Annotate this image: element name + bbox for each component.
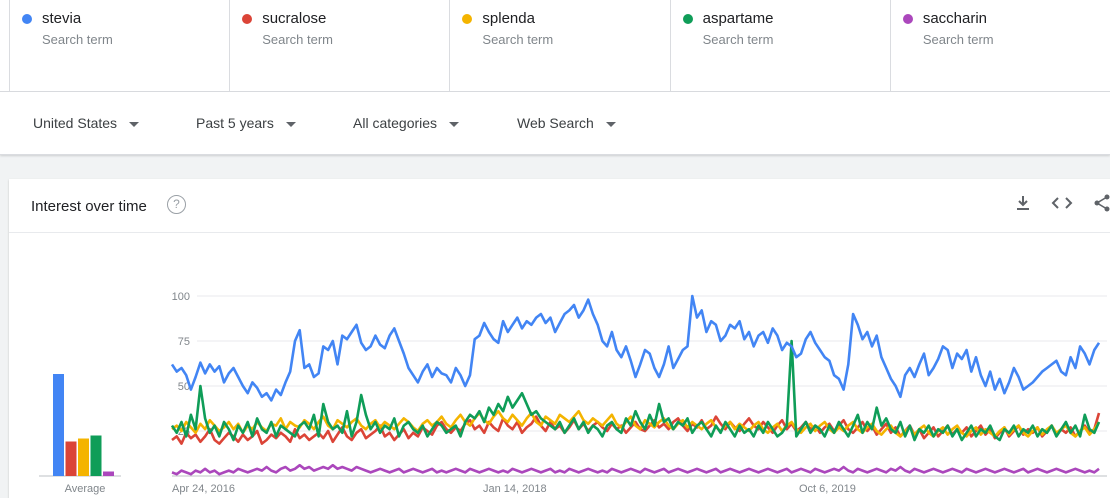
term-color-dot: [902, 14, 913, 24]
interest-over-time-card: Interest over time ? Average 25 50 75 100 A…: [9, 179, 1110, 498]
term-card-stevia[interactable]: stevia Search term: [9, 0, 229, 92]
search-type-label: Web Search: [517, 115, 594, 131]
dropdown-caret-icon: [285, 121, 296, 127]
region-label: United States: [33, 115, 118, 131]
term-color-dot: [682, 14, 693, 24]
card-title: Interest over time: [31, 198, 147, 215]
term-color-dot: [242, 14, 253, 24]
term-name: saccharin: [922, 10, 988, 27]
share-icon[interactable]: [1093, 194, 1110, 217]
term-name: splenda: [482, 10, 535, 27]
term-name: stevia: [42, 10, 82, 27]
x-axis-labels: Apr 24, 2016 Jan 14, 2018 Oct 6, 2019: [172, 483, 856, 495]
term-card-saccharin[interactable]: saccharin Search term: [889, 0, 1110, 92]
term-card-sucralose[interactable]: sucralose Search term: [229, 0, 449, 92]
dropdown-caret-icon: [129, 121, 140, 127]
dropdown-caret-icon: [449, 121, 460, 127]
term-name: aspartame: [702, 10, 774, 27]
term-color-dot: [22, 14, 32, 24]
category-dropdown[interactable]: All categories: [353, 115, 460, 131]
average-bar-saccharin[interactable]: [103, 471, 114, 477]
chart-lines: [170, 294, 1101, 476]
region-dropdown[interactable]: United States: [33, 115, 140, 131]
average-bar-splenda[interactable]: [78, 438, 89, 477]
average-label: Average: [65, 483, 106, 495]
time-range-label: Past 5 years: [196, 115, 274, 131]
dropdown-caret-icon: [605, 121, 616, 127]
time-range-dropdown[interactable]: Past 5 years: [196, 115, 296, 131]
y-tick-label: 50: [178, 381, 190, 393]
term-card-aspartame[interactable]: aspartame Search term: [669, 0, 890, 92]
search-type-dropdown[interactable]: Web Search: [517, 115, 616, 131]
x-tick-label: Apr 24, 2016: [172, 483, 235, 495]
x-tick-label: Oct 6, 2019: [799, 483, 856, 495]
help-circle-icon[interactable]: ?: [167, 195, 186, 214]
average-bar-aspartame[interactable]: [90, 435, 102, 477]
download-icon[interactable]: [1015, 194, 1031, 217]
filter-bar: United States Past 5 years All categorie…: [0, 92, 1110, 155]
series-line-aspartame[interactable]: [170, 339, 1101, 442]
average-bar-stevia[interactable]: [53, 374, 64, 476]
series-line-saccharin[interactable]: [171, 463, 1100, 476]
term-card-splenda[interactable]: splenda Search term: [449, 0, 669, 92]
series-line-stevia[interactable]: [170, 294, 1101, 402]
search-terms-bar: stevia Search term sucralose Search term…: [0, 0, 1110, 92]
term-color-dot: [462, 14, 473, 24]
term-subtitle: Search term: [262, 32, 334, 47]
x-tick-label: Jan 14, 2018: [483, 483, 547, 495]
term-subtitle: Search term: [922, 32, 994, 47]
average-bar-sucralose[interactable]: [65, 441, 77, 477]
card-header: Interest over time ?: [9, 179, 1110, 233]
term-name: sucralose: [262, 10, 327, 27]
category-label: All categories: [353, 115, 438, 131]
y-tick-label: 75: [178, 336, 190, 348]
term-subtitle: Search term: [482, 32, 554, 47]
embed-code-icon[interactable]: [1051, 194, 1073, 217]
term-subtitle: Search term: [702, 32, 774, 47]
term-subtitle: Search term: [42, 32, 113, 47]
y-tick-label: 100: [172, 291, 190, 303]
average-bar-chart: Average: [39, 374, 121, 495]
